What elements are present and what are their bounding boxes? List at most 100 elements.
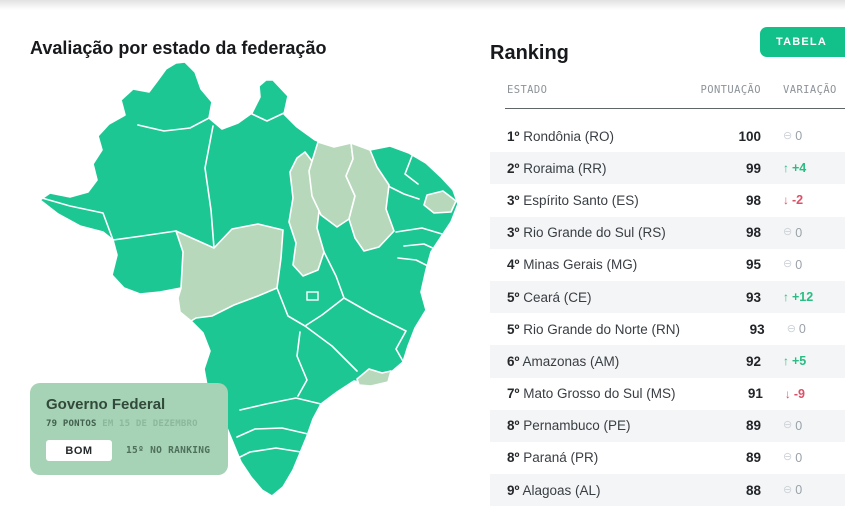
table-header: ESTADO PONTUAÇÃO VARIAÇÃO bbox=[490, 84, 845, 96]
table-row[interactable]: 1º Rondônia (RO) 100 ⊖ 0 bbox=[490, 120, 845, 152]
row-state: Rio Grande do Sul (RS) bbox=[523, 225, 666, 241]
tabela-button[interactable]: TABELA bbox=[760, 27, 845, 57]
state-cell: 3º Rio Grande do Sul (RS) bbox=[490, 225, 671, 240]
page-title: Avaliação por estado da federação bbox=[30, 38, 327, 59]
row-rank: 4º bbox=[507, 257, 520, 273]
row-state: Mato Grosso do Sul (MS) bbox=[523, 386, 676, 402]
variation-none-icon: ⊖ bbox=[783, 226, 793, 239]
variation-value: 0 bbox=[795, 483, 803, 498]
state-cell: 4º Minas Gerais (MG) bbox=[490, 257, 671, 272]
variation-up-icon: ↑ bbox=[783, 161, 789, 176]
row-state: Ceará (CE) bbox=[523, 289, 592, 305]
tooltip-points-value: 79 PONTOS bbox=[46, 419, 97, 429]
state-mato-grosso[interactable] bbox=[175, 223, 284, 322]
row-score: 92 bbox=[745, 353, 761, 369]
row-rank: 2º bbox=[507, 160, 520, 176]
table-row[interactable]: 7º Mato Grosso do Sul (MS) 91 ↓ -9 bbox=[490, 378, 845, 410]
table-row[interactable]: 5º Ceará (CE) 93 ↑ +12 bbox=[490, 280, 845, 314]
variation-value: 0 bbox=[795, 257, 803, 272]
row-rank: 7º bbox=[507, 386, 520, 402]
variation-value: -9 bbox=[793, 386, 805, 401]
variation-cell: ⊖ 0 bbox=[761, 226, 845, 240]
variation-up-icon: ↑ bbox=[783, 290, 789, 305]
ranking-title: Ranking bbox=[490, 41, 569, 64]
row-score: 99 bbox=[745, 160, 761, 176]
variation-cell: ↑ +4 bbox=[761, 161, 845, 175]
variation-none-icon: ⊖ bbox=[783, 419, 793, 432]
column-header-pontuacao: PONTUAÇÃO bbox=[700, 84, 761, 96]
row-score: 93 bbox=[749, 321, 765, 337]
table-row[interactable]: 4º Minas Gerais (MG) 95 ⊖ 0 bbox=[490, 249, 845, 281]
variation-none-icon: ⊖ bbox=[783, 129, 793, 142]
row-state: Espírito Santo (ES) bbox=[523, 192, 639, 208]
variation-cell: ⊖ 0 bbox=[761, 258, 845, 272]
row-rank: 5º bbox=[507, 321, 520, 337]
variation-value: +12 bbox=[792, 290, 814, 305]
variation-cell: ↓ -9 bbox=[763, 387, 845, 401]
state-cell: 8º Paraná (PR) bbox=[490, 450, 671, 465]
column-header-variacao: VARIAÇÃO bbox=[783, 84, 837, 96]
column-header-estado: ESTADO bbox=[507, 84, 548, 96]
state-rio-de-janeiro[interactable] bbox=[356, 368, 392, 387]
variation-cell: ⊖ 0 bbox=[761, 483, 845, 497]
ranking-position-label: 15º NO RANKING bbox=[126, 445, 211, 456]
table-row[interactable]: 6º Amazonas (AM) 92 ↑ +5 bbox=[490, 345, 845, 378]
state-cell: 5º Rio Grande do Norte (RN) bbox=[490, 322, 680, 337]
tooltip-title: Governo Federal bbox=[46, 396, 166, 413]
variation-value: 0 bbox=[798, 322, 806, 337]
table-row[interactable]: 9º Alagoas (AL) 88 ⊖ 0 bbox=[490, 474, 845, 506]
table-row[interactable]: 3º Espírito Santo (ES) 98 ↓ -2 bbox=[490, 184, 845, 216]
row-rank: 5º bbox=[507, 289, 520, 305]
variation-cell: ⊖ 0 bbox=[761, 419, 845, 433]
row-state: Minas Gerais (MG) bbox=[523, 257, 638, 273]
row-score: 100 bbox=[738, 128, 761, 144]
variation-cell: ↑ +5 bbox=[761, 354, 845, 368]
row-state: Paraná (PR) bbox=[523, 450, 599, 466]
state-cell: 8º Pernambuco (PE) bbox=[490, 418, 671, 433]
variation-value: 0 bbox=[795, 225, 803, 240]
row-state: Roraima (RR) bbox=[523, 160, 607, 176]
variation-none-icon: ⊖ bbox=[783, 258, 793, 271]
row-rank: 1º bbox=[507, 128, 520, 144]
state-distrito-federal[interactable] bbox=[306, 291, 319, 301]
variation-none-icon: ⊖ bbox=[783, 451, 793, 464]
row-state: Alagoas (AL) bbox=[522, 482, 601, 498]
state-piaui[interactable] bbox=[345, 142, 395, 252]
row-rank: 6º bbox=[507, 353, 520, 369]
table-row[interactable]: 5º Rio Grande do Norte (RN) 93 ⊖ 0 bbox=[490, 313, 845, 345]
row-score: 93 bbox=[745, 289, 761, 305]
state-cell: 1º Rondônia (RO) bbox=[490, 129, 671, 144]
variation-cell: ⊖ 0 bbox=[761, 451, 845, 465]
variation-value: +4 bbox=[792, 161, 807, 176]
row-score: 98 bbox=[745, 192, 761, 208]
row-score: 89 bbox=[745, 418, 761, 434]
state-cell: 5º Ceará (CE) bbox=[490, 290, 671, 305]
top-fade bbox=[0, 0, 845, 10]
row-state: Pernambuco (PE) bbox=[523, 418, 631, 434]
table-row[interactable]: 3º Rio Grande do Sul (RS) 98 ⊖ 0 bbox=[490, 216, 845, 249]
row-score: 98 bbox=[745, 225, 761, 241]
row-rank: 3º bbox=[507, 225, 520, 241]
state-paraiba[interactable] bbox=[423, 190, 457, 214]
map-tooltip: Governo Federal 79 PONTOS EM 15 DE DEZEM… bbox=[30, 383, 228, 475]
variation-none-icon: ⊖ bbox=[783, 483, 793, 496]
variation-value: 0 bbox=[795, 450, 803, 465]
table-row[interactable]: 8º Pernambuco (PE) 89 ⊖ 0 bbox=[490, 409, 845, 442]
state-cell: 9º Alagoas (AL) bbox=[490, 483, 671, 498]
table-row[interactable]: 8º Paraná (PR) 89 ⊖ 0 bbox=[490, 442, 845, 474]
tooltip-badges: BOM 15º NO RANKING bbox=[46, 440, 212, 461]
row-state: Rio Grande do Norte (RN) bbox=[523, 321, 681, 337]
variation-none-icon: ⊖ bbox=[786, 322, 796, 335]
tooltip-points: 79 PONTOS EM 15 DE DEZEMBRO bbox=[46, 419, 212, 429]
row-score: 95 bbox=[745, 257, 761, 273]
variation-down-icon: ↓ bbox=[784, 386, 791, 401]
row-rank: 9º bbox=[507, 482, 520, 498]
variation-value: +5 bbox=[792, 354, 807, 369]
state-cell: 7º Mato Grosso do Sul (MS) bbox=[490, 386, 676, 401]
table-row[interactable]: 2º Roraima (RR) 99 ↑ +4 bbox=[490, 152, 845, 185]
variation-cell: ⊖ 0 bbox=[761, 129, 845, 143]
state-borders bbox=[41, 112, 443, 460]
row-rank: 8º bbox=[507, 418, 520, 434]
variation-value: 0 bbox=[795, 418, 803, 433]
